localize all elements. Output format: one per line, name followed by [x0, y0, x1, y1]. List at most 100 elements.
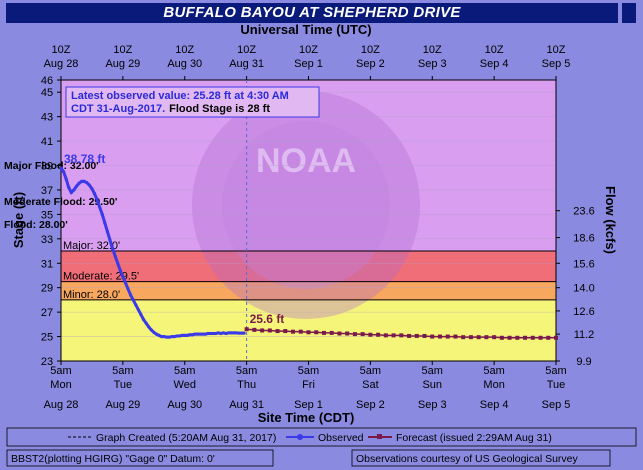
observed-point [95, 198, 99, 202]
observed-point [234, 331, 238, 335]
bottom-tick-time: 5am [174, 365, 195, 377]
forecast-point [260, 328, 265, 333]
latest-value-box: Latest observed value: 25.28 ft at 4:30 … [65, 86, 320, 118]
observed-point [134, 303, 138, 307]
bottom-tick-date: Sep 2 [356, 399, 385, 411]
forecast-point [345, 331, 350, 336]
forecast-point [352, 332, 357, 337]
top-tick-time: 10Z [52, 44, 71, 56]
forecast-point [329, 330, 334, 335]
legend-observed-marker [297, 434, 303, 440]
observed-point [108, 238, 112, 242]
watermark-inner-disk [222, 121, 390, 289]
observed-point [69, 190, 73, 194]
y-tick-label: 41 [41, 136, 53, 148]
top-tick-time: 10Z [485, 44, 504, 56]
flood-category-label-0: Major Flood: 32.00' [4, 160, 99, 172]
observed-point [208, 331, 213, 336]
forecast-point [515, 335, 520, 340]
top-tick-time: 10Z [423, 44, 442, 56]
legend-created: Graph Created (5:20AM Aug 31, 2017) [96, 432, 276, 444]
observed-point [147, 325, 151, 329]
bottom-tick-date: Aug 30 [167, 399, 202, 411]
y2-tick-label: 11.2 [574, 329, 595, 341]
forecast-point [523, 335, 528, 340]
observed-point [183, 333, 187, 337]
bottom-tick-date: Aug 31 [229, 399, 264, 411]
observed-point [232, 331, 236, 335]
observed-point [214, 331, 218, 336]
x-axis-title: Site Time (CDT) [258, 410, 355, 425]
legend-observed: Observed [318, 432, 364, 444]
observed-point [126, 287, 130, 291]
forecast-point [484, 335, 489, 340]
forecast-point [267, 328, 272, 333]
observed-point [149, 328, 153, 332]
y-tick-label: 25 [41, 332, 53, 344]
observed-point [203, 332, 207, 336]
forecast-point [546, 335, 551, 340]
band-2 [61, 281, 556, 300]
forecast-point [376, 332, 381, 337]
y-axis-title: Stage (ft) [11, 192, 26, 248]
y2-tick-label: 12.6 [573, 306, 594, 318]
top-tick-time: 10Z [299, 44, 318, 56]
observed-point [170, 334, 174, 339]
observed-point [90, 187, 94, 191]
observed-point [165, 335, 169, 339]
observed-point [211, 331, 215, 336]
observed-point [175, 334, 179, 338]
observed-point [221, 331, 226, 335]
observed-point [154, 332, 158, 336]
y-tick-label: 31 [41, 258, 53, 270]
observed-point [177, 334, 182, 338]
bottom-tick-time: 5am [483, 365, 504, 377]
observed-point [121, 275, 125, 279]
forecast-point [283, 329, 288, 334]
observed-point [74, 184, 79, 188]
bottom-tick-day: Mon [483, 379, 504, 391]
top-tick-date: Aug 30 [167, 58, 202, 70]
observed-point [167, 335, 171, 339]
latest-value-line1: Latest observed value: 25.28 ft at 4:30 … [71, 90, 289, 102]
top-tick-date: Sep 1 [294, 58, 323, 70]
observed-point [131, 298, 135, 302]
observed-point [201, 332, 205, 336]
noaa-watermark: NOAA [192, 91, 420, 319]
bottom-tick-time: 5am [236, 365, 257, 377]
y-tick-label: 27 [41, 307, 53, 319]
legend-forecast-marker [377, 434, 382, 439]
bottom-axis-ticks: 5am Mon Aug 28 5am Tue Aug 29 5am Wed Aug 30 5am T… [44, 361, 570, 411]
observed-point [196, 332, 200, 336]
watermark-outer-ring [192, 91, 420, 319]
bottom-tick-day: Tue [114, 379, 133, 391]
forecast-point [492, 335, 497, 340]
observed-point [188, 333, 192, 337]
observed-point [113, 254, 117, 258]
y-tick-label: 37 [41, 185, 53, 197]
forecast-point [275, 329, 280, 334]
forecast-point [538, 335, 543, 340]
bottom-tick-day: Tue [547, 379, 566, 391]
observed-point [139, 312, 143, 317]
observed-point [185, 333, 189, 337]
forecast-point [554, 335, 558, 340]
flood-category-labels: Major Flood: 32.00' Moderate Flood: 29.50… [4, 160, 117, 231]
data-credit: Observations courtesy of US Geological S… [356, 453, 579, 465]
band-1 [61, 251, 556, 282]
forecast-value-label: 25.6 ft [250, 312, 285, 326]
observed-point [226, 331, 231, 335]
forecast-point [414, 333, 419, 338]
forecast-point [499, 335, 504, 340]
observed-point [144, 321, 148, 325]
forecast-point [461, 335, 466, 340]
forecast-point [291, 329, 296, 334]
observed-point [239, 331, 244, 335]
top-tick-date: Aug 28 [44, 58, 79, 70]
forecast-point [437, 334, 442, 339]
bottom-tick-date: Aug 29 [105, 399, 140, 411]
observed-point [118, 268, 122, 273]
y-tick-label: 43 [41, 112, 53, 124]
top-axis-ticks: 10Z Aug 28 10Z Aug 29 10Z Aug 30 10Z Aug 31 10Z S… [44, 44, 570, 80]
